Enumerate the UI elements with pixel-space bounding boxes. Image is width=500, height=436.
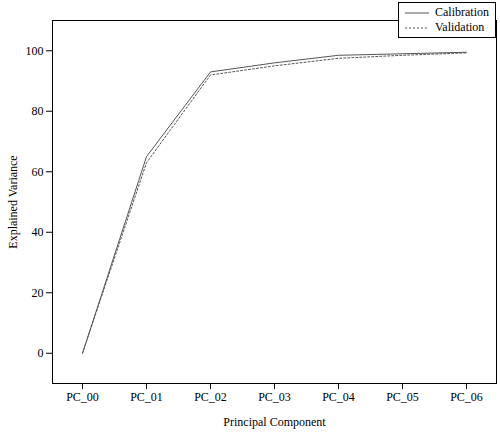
html-text:Calibration: Calibration xyxy=(435,5,489,19)
svg-text:PC_00: PC_00 xyxy=(66,390,99,404)
svg-text:20: 20 xyxy=(32,286,44,300)
html-text:Validation: Validation xyxy=(435,20,485,34)
svg-text:PC_06: PC_06 xyxy=(450,390,483,404)
svg-text:Explained Variance: Explained Variance xyxy=(6,155,20,248)
svg-text:0: 0 xyxy=(38,346,44,360)
svg-text:PC_02: PC_02 xyxy=(194,390,227,404)
svg-text:PC_01: PC_01 xyxy=(130,390,163,404)
svg-text:60: 60 xyxy=(32,165,44,179)
svg-text:PC_03: PC_03 xyxy=(258,390,291,404)
svg-text:80: 80 xyxy=(32,104,44,118)
svg-text:PC_05: PC_05 xyxy=(386,390,419,404)
svg-text:PC_04: PC_04 xyxy=(322,390,355,404)
svg-text:40: 40 xyxy=(32,225,44,239)
svg-text:100: 100 xyxy=(26,44,44,58)
svg-text:Principal Component: Principal Component xyxy=(223,415,326,429)
